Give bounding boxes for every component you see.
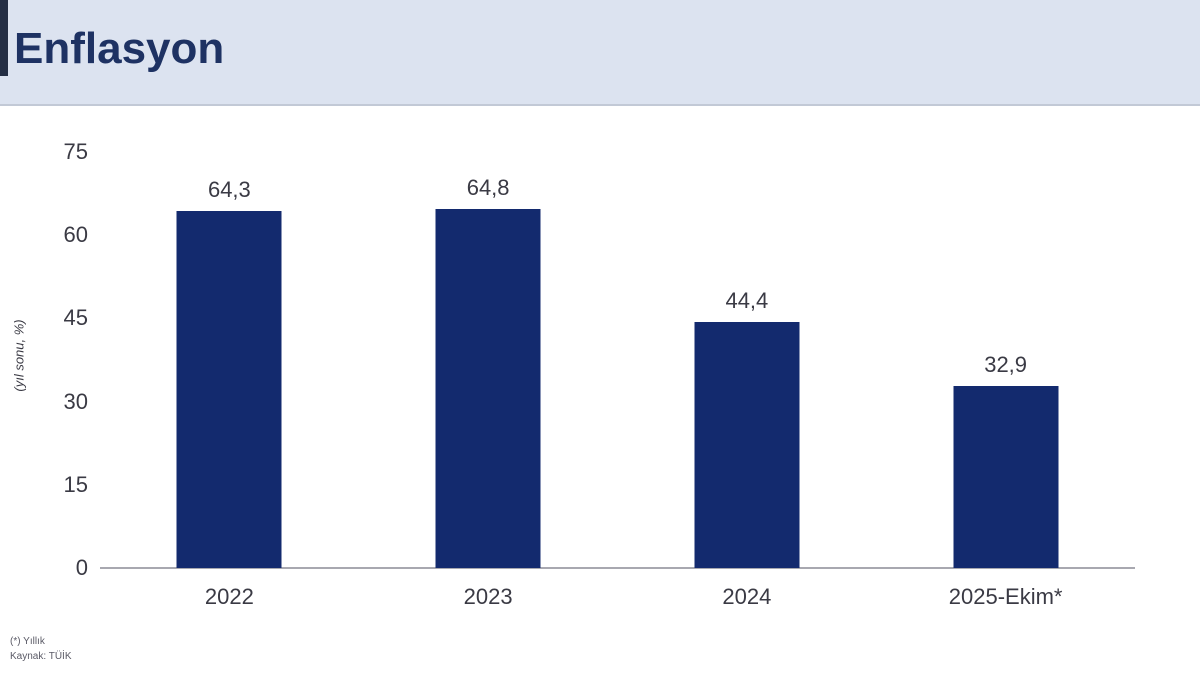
bar — [953, 385, 1059, 568]
bar — [176, 211, 282, 568]
x-axis-line — [100, 567, 1135, 569]
y-axis-tick-label: 15 — [63, 471, 88, 497]
footnote-annual: (*) Yıllık — [10, 636, 45, 647]
bar-group-2022: 64,3 2022 — [100, 152, 359, 609]
bar-value-label: 64,8 — [466, 174, 510, 200]
x-axis-label: 2022 — [204, 584, 254, 609]
y-axis-tick-label: 75 — [63, 139, 88, 164]
plot-area: 64,3 2022 64,8 2023 44,4 2024 32,9 2025-Ekim* — [100, 152, 1135, 609]
bar-group-2025-Ekim*: 32,9 2025-Ekim* — [876, 152, 1135, 609]
y-axis: 0 15 30 45 60 75 — [0, 139, 88, 580]
x-axis-label: 2025-Ekim* — [948, 584, 1063, 609]
bar-group-2023: 64,8 2023 — [359, 152, 618, 609]
bar-group-2024: 44,4 2024 — [618, 152, 877, 609]
footnotes: (*) Yıllık Kaynak: TÜİK — [10, 634, 72, 664]
bar-value-label: 64,3 — [207, 177, 251, 203]
x-axis-label: 2023 — [463, 584, 513, 609]
bar-value-label: 44,4 — [725, 287, 769, 313]
source-note: Kaynak: TÜİK — [10, 651, 72, 662]
y-axis-tick-label: 0 — [75, 555, 88, 580]
y-axis-tick-label: 45 — [63, 305, 88, 331]
header-accent-bar — [0, 0, 8, 76]
bar — [435, 208, 541, 568]
bar-value-label: 32,9 — [984, 351, 1028, 377]
x-axis-label: 2024 — [722, 584, 772, 609]
y-axis-tick-label: 30 — [63, 388, 88, 414]
header: Enflasyon — [0, 0, 1200, 106]
bar — [694, 321, 800, 568]
y-axis-tick-label: 60 — [63, 222, 88, 248]
page-title: Enflasyon — [14, 24, 225, 73]
